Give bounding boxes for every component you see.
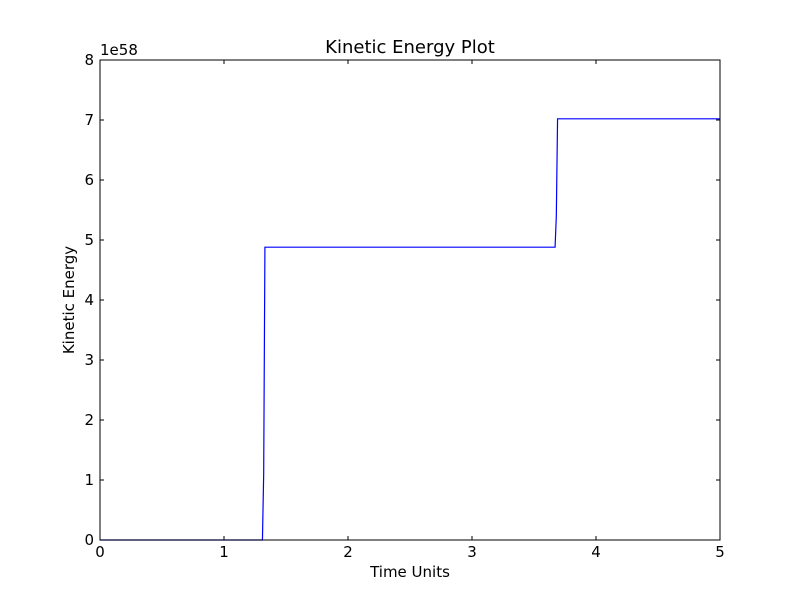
- y-axis-label: Kinetic Energy: [60, 246, 78, 354]
- y-offset-text: 1e58: [100, 41, 138, 59]
- y-tick-label: 3: [84, 351, 94, 369]
- kinetic-energy-line: [100, 118, 720, 541]
- x-tick-label: 0: [95, 543, 105, 561]
- y-tick-label: 8: [84, 51, 94, 69]
- y-tick-label: 2: [84, 411, 94, 429]
- x-tick-label: 2: [343, 543, 353, 561]
- x-axis-label: Time Units: [369, 563, 450, 581]
- y-tick-label: 0: [84, 531, 94, 549]
- axis-tick-labels: 0 1 2 3 4 5 0 1 2 3 4 5 6 7 8: [84, 51, 724, 561]
- y-tick-label: 1: [84, 471, 94, 489]
- y-tick-label: 5: [84, 231, 94, 249]
- y-tick-label: 7: [84, 111, 94, 129]
- x-tick-label: 5: [715, 543, 725, 561]
- x-tick-label: 3: [467, 543, 477, 561]
- chart-title: Kinetic Energy Plot: [325, 37, 495, 58]
- y-tick-label: 4: [84, 291, 94, 309]
- plot-frame: [99, 59, 721, 541]
- x-tick-label: 4: [591, 543, 601, 561]
- x-tick-label: 1: [219, 543, 229, 561]
- y-tick-label: 6: [84, 171, 94, 189]
- series-group: [100, 118, 720, 541]
